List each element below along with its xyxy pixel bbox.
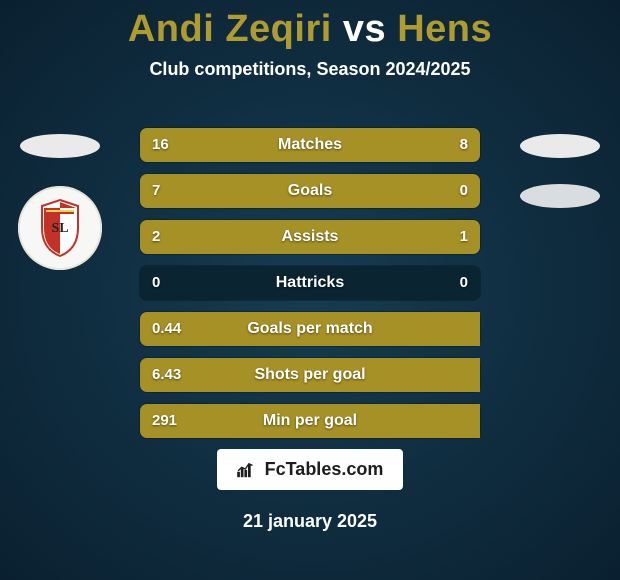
title-player-a: Andi Zeqiri — [128, 8, 332, 50]
title-player-b: Hens — [397, 8, 492, 50]
comparison-bars: Matches168Goals70Assists21Hattricks00Goa… — [140, 128, 480, 450]
player-b-club-placeholder — [520, 184, 600, 208]
stat-value-left: 0.44 — [152, 312, 181, 346]
stat-row: Min per goal291 — [140, 404, 480, 438]
bar-chart-icon — [237, 461, 259, 479]
stat-value-left: 6.43 — [152, 358, 181, 392]
stat-value-right: 1 — [460, 220, 468, 254]
stat-label: Hattricks — [140, 266, 480, 300]
player-a-avatar-placeholder — [20, 134, 100, 158]
stat-row: Shots per goal6.43 — [140, 358, 480, 392]
stat-value-left: 0 — [152, 266, 160, 300]
stat-value-left: 2 — [152, 220, 160, 254]
stat-value-right: 0 — [460, 174, 468, 208]
stat-label: Matches — [140, 128, 480, 162]
stat-row: Assists2 1 — [140, 220, 480, 254]
stat-value-left: 16 — [152, 128, 169, 162]
stat-row: Matches16 8 — [140, 128, 480, 162]
fctables-text: FcTables.com — [265, 459, 384, 480]
player-a-club-crest: SL — [18, 186, 102, 270]
stat-label: Goals per match — [140, 312, 480, 346]
stat-label: Assists — [140, 220, 480, 254]
page-title: Andi Zeqiri vs Hens — [0, 8, 620, 51]
player-b-avatar-placeholder — [520, 134, 600, 158]
stat-label: Min per goal — [140, 404, 480, 438]
stat-row: Goals per match0.44 — [140, 312, 480, 346]
svg-text:SL: SL — [51, 221, 68, 236]
subtitle: Club competitions, Season 2024/2025 — [0, 59, 620, 80]
fctables-logo: FcTables.com — [217, 449, 404, 490]
stat-label: Shots per goal — [140, 358, 480, 392]
stat-value-left: 7 — [152, 174, 160, 208]
title-vs: vs — [343, 8, 386, 50]
stat-value-right: 8 — [460, 128, 468, 162]
stat-value-left: 291 — [152, 404, 177, 438]
stat-row: Goals7 0 — [140, 174, 480, 208]
footer-date: 21 january 2025 — [0, 511, 620, 532]
stat-row: Hattricks0 0 — [140, 266, 480, 300]
club-crest-icon: SL — [38, 198, 82, 258]
stat-value-right: 0 — [460, 266, 468, 300]
stat-label: Goals — [140, 174, 480, 208]
